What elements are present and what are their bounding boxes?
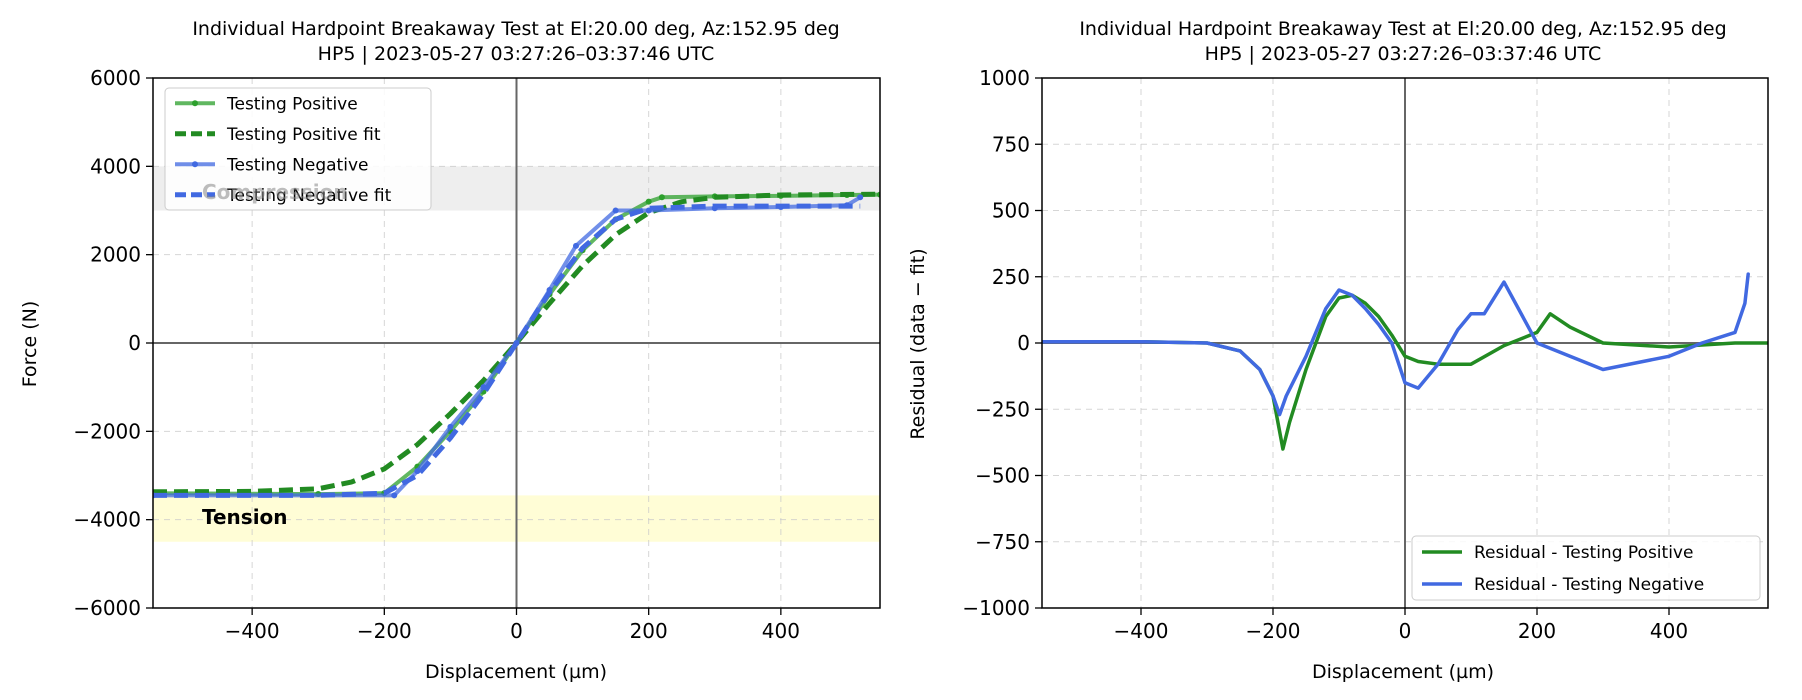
data-point-testing-negative bbox=[447, 423, 454, 430]
x-tick-label: 400 bbox=[1650, 619, 1688, 643]
tension-band-label: Tension bbox=[202, 505, 288, 529]
right-chart-subtitle: HP5 | 2023-05-27 03:27:26–03:37:46 UTC bbox=[1205, 43, 1602, 65]
data-point-testing-positive bbox=[658, 194, 665, 201]
right-x-axis-label: Displacement (µm) bbox=[1312, 661, 1494, 683]
y-tick-label: 500 bbox=[992, 199, 1030, 223]
residual-chart: Individual Hardpoint Breakaway Test at E… bbox=[907, 18, 1769, 683]
y-tick-label: 1000 bbox=[979, 66, 1030, 90]
left-chart-title: Individual Hardpoint Breakaway Test at E… bbox=[192, 18, 839, 40]
y-tick-label: 0 bbox=[1017, 331, 1030, 355]
series-line-testing-negative bbox=[153, 195, 863, 498]
series-line-testing-negative-fit bbox=[153, 203, 861, 498]
y-tick-label: 6000 bbox=[90, 66, 141, 90]
x-tick-label: 200 bbox=[630, 619, 668, 643]
x-tick-label: 0 bbox=[1399, 619, 1412, 643]
legend-label-testing-negative: Testing Negative bbox=[226, 155, 368, 175]
force-displacement-chart: Individual Hardpoint Breakaway Test at E… bbox=[19, 18, 881, 683]
x-tick-label: 400 bbox=[762, 619, 800, 643]
data-point-testing-negative bbox=[857, 194, 864, 201]
x-tick-label: −400 bbox=[225, 619, 280, 643]
x-tick-label: −200 bbox=[357, 619, 412, 643]
legend: Residual - Testing Positive Residual - Te… bbox=[1411, 535, 1761, 601]
legend-marker-testing-positive bbox=[192, 100, 198, 107]
y-tick-label: 250 bbox=[992, 265, 1030, 289]
y-tick-label: −250 bbox=[975, 397, 1030, 421]
y-tick-label: 2000 bbox=[90, 243, 141, 267]
legend-label-residual-testing-positive: Residual - Testing Positive bbox=[1474, 543, 1693, 563]
data-point-testing-negative bbox=[414, 468, 421, 475]
y-tick-label: −1000 bbox=[962, 596, 1030, 620]
legend: Testing Positive Testing Positive fit Test… bbox=[164, 87, 432, 211]
y-tick-label: 0 bbox=[128, 331, 141, 355]
series-group bbox=[153, 191, 880, 499]
legend-box bbox=[164, 87, 432, 211]
right-y-axis-label: Residual (data − fit) bbox=[907, 248, 929, 439]
data-point-testing-positive bbox=[645, 198, 652, 205]
legend-label-testing-positive-fit: Testing Positive fit bbox=[226, 125, 381, 145]
y-tick-label: −4000 bbox=[73, 508, 141, 532]
left-x-axis-label: Displacement (µm) bbox=[425, 661, 607, 683]
y-tick-label: −2000 bbox=[73, 419, 141, 443]
compression-band-label: Compression bbox=[202, 180, 348, 204]
legend-label-testing-negative-fit: Testing Negative fit bbox=[226, 186, 392, 206]
data-point-testing-negative bbox=[572, 242, 579, 249]
plot-area-0: −400 −200 0 200 400−6000−4000−20000200040006… bbox=[73, 66, 881, 643]
y-tick-label: −750 bbox=[975, 530, 1030, 554]
legend-label-residual-testing-negative: Residual - Testing Negative bbox=[1474, 575, 1704, 595]
x-tick-label: −400 bbox=[1114, 619, 1169, 643]
data-point-testing-negative bbox=[612, 207, 619, 214]
legend-marker-testing-negative bbox=[192, 161, 198, 168]
y-tick-label: −6000 bbox=[73, 596, 141, 620]
left-chart-subtitle: HP5 | 2023-05-27 03:27:26–03:37:46 UTC bbox=[318, 43, 715, 65]
y-tick-label: 4000 bbox=[90, 154, 141, 178]
series-line-residual-testing-negative bbox=[1042, 272, 1750, 417]
y-tick-label: −500 bbox=[975, 464, 1030, 488]
x-tick-label: −200 bbox=[1246, 619, 1301, 643]
legend-label-testing-positive: Testing Positive bbox=[226, 94, 358, 114]
data-point-testing-negative bbox=[391, 492, 398, 499]
left-y-axis-label: Force (N) bbox=[19, 301, 41, 387]
right-chart-title: Individual Hardpoint Breakaway Test at E… bbox=[1079, 18, 1726, 40]
series-group bbox=[1042, 272, 1768, 451]
legend-box bbox=[1411, 535, 1761, 601]
y-tick-label: 750 bbox=[992, 132, 1030, 156]
x-tick-label: 200 bbox=[1518, 619, 1556, 643]
x-tick-label: 0 bbox=[510, 619, 523, 643]
